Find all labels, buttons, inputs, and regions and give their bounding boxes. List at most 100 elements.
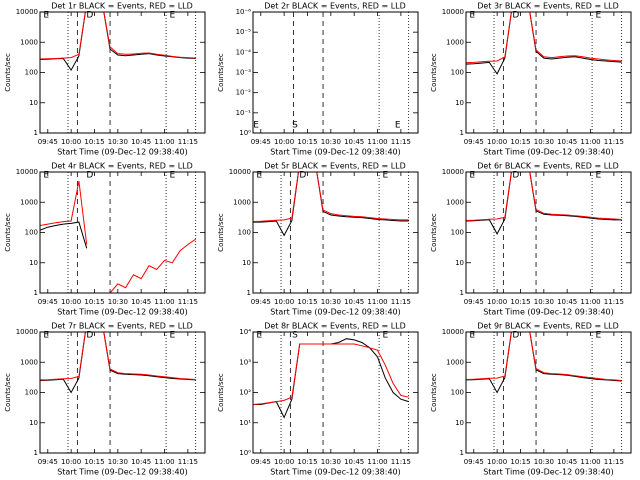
panel: Det 2r BLACK = Events, RED = LLD Start Ti… xyxy=(217,2,419,157)
chart-title: Det 9r BLACK = Events, RED = LLD xyxy=(477,322,619,331)
plot-frame xyxy=(39,11,206,134)
y-tick-label: 10000 xyxy=(442,8,464,16)
plot-frame xyxy=(39,171,206,294)
panel: Det 6r BLACK = Events, RED = LLD Start Ti… xyxy=(430,162,632,317)
x-tick-label: 11:15 xyxy=(178,458,198,466)
y-axis-label: Counts/sec xyxy=(217,53,225,92)
panel: Det 4r BLACK = Events, RED = LLD Start Ti… xyxy=(4,162,206,317)
y-tick-label: 10³ xyxy=(239,358,251,366)
x-axis-label: Start Time (09-Dec-12 09:38:40) xyxy=(57,468,188,477)
x-tick-label: 10:30 xyxy=(108,298,128,306)
x-tick-label: 09:45 xyxy=(38,458,58,466)
x-tick-label: 10:45 xyxy=(344,138,364,146)
series-line xyxy=(253,172,409,237)
x-tick-label: 10:30 xyxy=(534,458,554,466)
x-tick-label: 10:45 xyxy=(344,298,364,306)
y-tick-label: 10⁴ xyxy=(239,328,251,336)
y-tick-label: 1000 xyxy=(233,198,251,206)
chart-title: Det 4r BLACK = Events, RED = LLD xyxy=(51,162,193,171)
y-axis-label: Counts/sec xyxy=(217,213,225,252)
plot-frame xyxy=(465,11,632,134)
x-tick-label: 09:45 xyxy=(38,298,58,306)
x-tick-label: 10:45 xyxy=(557,298,577,306)
y-tick-label: 10000 xyxy=(16,168,38,176)
y-axis-label: Counts/sec xyxy=(4,213,12,252)
annotation: D xyxy=(86,171,93,181)
series-line xyxy=(40,12,196,60)
x-tick-label: 10:30 xyxy=(321,138,341,146)
x-tick-label: 09:45 xyxy=(251,458,271,466)
x-tick-label: 10:00 xyxy=(274,458,294,466)
x-tick-label: 10:15 xyxy=(510,138,530,146)
y-tick-label: 10000 xyxy=(442,168,464,176)
x-tick-label: 11:15 xyxy=(178,138,198,146)
y-tick-label: 10 xyxy=(455,99,464,107)
chart-title: Det 8r BLACK = Events, RED = LLD xyxy=(264,322,406,331)
x-axis-label: Start Time (09-Dec-12 09:38:40) xyxy=(270,468,401,477)
y-tick-label: 10⁻¹ xyxy=(236,109,252,117)
plot-frame xyxy=(252,171,419,294)
x-tick-label: 10:15 xyxy=(297,298,317,306)
series-line xyxy=(40,332,196,394)
x-tick-label: 10:45 xyxy=(131,138,151,146)
y-tick-label: 10 xyxy=(29,419,38,427)
chart-title: Det 1r BLACK = Events, RED = LLD xyxy=(51,2,193,11)
x-tick-label: 10:30 xyxy=(534,298,554,306)
x-tick-label: 10:30 xyxy=(321,458,341,466)
panel: Det 5r BLACK = Events, RED = LLD Start Ti… xyxy=(217,162,419,317)
series-line xyxy=(466,172,622,235)
x-tick-label: 11:00 xyxy=(154,298,174,306)
x-axis-label: Start Time (09-Dec-12 09:38:40) xyxy=(270,308,401,317)
x-tick-label: 10:30 xyxy=(108,458,128,466)
plot-frame xyxy=(39,331,206,454)
panel: Det 1r BLACK = Events, RED = LLD Start Ti… xyxy=(4,2,206,157)
annotation: S xyxy=(292,121,298,131)
annotation: E xyxy=(169,11,175,21)
y-axis-label: Counts/sec xyxy=(4,373,12,412)
panel: Det 7r BLACK = Events, RED = LLD Start Ti… xyxy=(4,322,206,477)
x-axis-label: Start Time (09-Dec-12 09:38:40) xyxy=(483,468,614,477)
series-line xyxy=(40,332,196,381)
annotation: D xyxy=(512,11,519,21)
x-tick-label: 10:00 xyxy=(61,298,81,306)
y-tick-label: 10⁰ xyxy=(239,449,251,457)
x-axis-label: Start Time (09-Dec-12 09:38:40) xyxy=(483,148,614,157)
panel: Det 9r BLACK = Events, RED = LLD Start Ti… xyxy=(430,322,632,477)
x-tick-label: 11:15 xyxy=(604,458,624,466)
annotation: E xyxy=(382,171,388,181)
annotation: E xyxy=(43,331,49,341)
annotation: E xyxy=(256,171,262,181)
chart-title: Det 5r BLACK = Events, RED = LLD xyxy=(264,162,406,171)
x-tick-label: 11:00 xyxy=(367,298,387,306)
y-tick-label: 10 xyxy=(29,259,38,267)
annotation: E xyxy=(43,171,49,181)
annotation: E xyxy=(595,171,601,181)
annotation: E xyxy=(169,331,175,341)
annotation: E xyxy=(169,171,175,181)
x-tick-label: 10:00 xyxy=(487,138,507,146)
annotation: E xyxy=(595,331,601,341)
y-tick-label: 10⁻³ xyxy=(236,69,252,77)
x-tick-label: 11:00 xyxy=(580,458,600,466)
plot-frame xyxy=(252,11,419,134)
annotation: E xyxy=(382,331,388,341)
y-tick-label: 10 xyxy=(455,419,464,427)
series-line xyxy=(466,12,622,64)
y-tick-label: 10⁻⁴ xyxy=(236,48,252,56)
x-tick-label: 10:45 xyxy=(131,458,151,466)
x-tick-label: 10:15 xyxy=(84,298,104,306)
y-tick-label: 10000 xyxy=(229,168,251,176)
annotation: E xyxy=(256,331,262,341)
x-tick-label: 10:15 xyxy=(510,298,530,306)
y-tick-label: 100 xyxy=(451,389,464,397)
x-tick-label: 11:00 xyxy=(580,298,600,306)
series-line xyxy=(253,343,409,405)
x-tick-label: 10:45 xyxy=(131,298,151,306)
x-tick-label: 11:15 xyxy=(604,138,624,146)
x-tick-label: 09:45 xyxy=(464,298,484,306)
y-tick-label: 1000 xyxy=(446,198,464,206)
x-tick-label: 10:00 xyxy=(61,458,81,466)
annotation: E xyxy=(469,171,475,181)
